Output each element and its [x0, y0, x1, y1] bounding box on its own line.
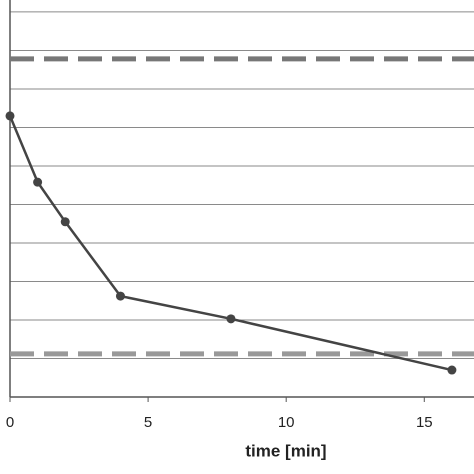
- data-point: [33, 177, 43, 187]
- x-tick-label: 0: [6, 414, 14, 431]
- data-point: [226, 314, 236, 324]
- data-point: [115, 291, 125, 301]
- data-point: [447, 365, 457, 375]
- data-point: [60, 217, 70, 227]
- data-line: [8, 115, 453, 372]
- x-axis-label: time [min]: [245, 441, 326, 460]
- x-tick-label: 5: [144, 414, 152, 431]
- x-tick-label: 10: [278, 414, 295, 431]
- data-point: [5, 111, 15, 121]
- x-tick-label: 15: [416, 414, 433, 431]
